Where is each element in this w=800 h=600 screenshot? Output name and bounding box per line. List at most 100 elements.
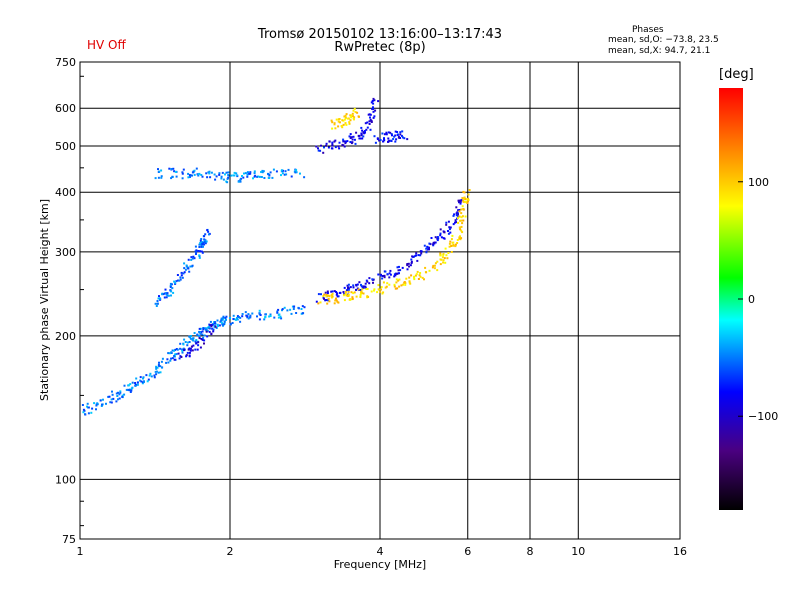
data-point <box>349 137 352 139</box>
data-point <box>222 315 225 318</box>
data-point <box>181 276 184 279</box>
data-point <box>369 113 372 116</box>
data-point <box>411 255 414 258</box>
data-point <box>360 283 362 286</box>
data-point <box>340 125 343 127</box>
data-point <box>349 286 352 289</box>
data-point <box>409 264 412 267</box>
x-axis-label: Frequency [MHz] <box>334 558 426 571</box>
data-point <box>415 254 418 257</box>
data-point <box>396 131 399 133</box>
data-point <box>361 288 364 291</box>
data-point <box>121 395 124 398</box>
data-point <box>381 132 384 135</box>
data-point <box>372 278 375 281</box>
data-point <box>237 180 240 183</box>
data-point <box>178 279 181 282</box>
data-point <box>459 235 461 238</box>
data-point <box>439 252 442 255</box>
data-point <box>319 149 322 152</box>
y-axis-label: Stationary phase Virtual Height [km] <box>38 199 51 401</box>
data-point <box>171 287 174 290</box>
data-point <box>183 271 186 274</box>
data-point <box>181 172 184 175</box>
data-point <box>154 302 157 305</box>
data-point <box>328 295 331 298</box>
data-point <box>209 176 212 179</box>
data-point <box>467 197 470 200</box>
data-point <box>156 300 159 302</box>
data-point <box>212 328 215 331</box>
data-point <box>439 234 442 237</box>
data-point <box>335 118 338 121</box>
data-point <box>197 173 200 176</box>
data-point <box>198 334 201 337</box>
data-point <box>368 120 371 123</box>
data-point <box>157 168 159 171</box>
data-point <box>388 139 391 142</box>
data-point <box>366 295 369 298</box>
data-point <box>145 374 148 377</box>
data-point <box>370 119 373 122</box>
data-point <box>325 295 328 298</box>
data-point <box>203 241 206 244</box>
data-point <box>188 270 191 273</box>
data-point <box>448 242 451 245</box>
data-point <box>373 135 376 138</box>
data-point <box>182 272 185 275</box>
data-point <box>244 172 247 175</box>
data-point <box>458 210 461 213</box>
data-point <box>184 268 187 271</box>
data-point <box>130 387 133 390</box>
data-point <box>210 171 213 174</box>
data-point <box>169 359 172 362</box>
data-point <box>315 300 318 303</box>
stats-title: Phases <box>632 25 664 35</box>
data-point <box>331 121 334 124</box>
data-point <box>385 133 388 136</box>
data-point <box>462 219 465 222</box>
data-point <box>439 254 442 257</box>
data-point <box>155 373 158 376</box>
data-point <box>213 173 216 176</box>
data-point <box>292 308 295 310</box>
data-point <box>153 374 156 377</box>
data-point <box>347 293 350 296</box>
data-point <box>388 276 391 279</box>
data-point <box>179 342 182 345</box>
data-point <box>423 244 426 247</box>
data-point <box>134 382 137 384</box>
data-point <box>327 299 329 302</box>
data-point <box>175 175 178 178</box>
data-point <box>377 284 380 287</box>
data-point <box>365 287 368 290</box>
data-point <box>406 268 409 271</box>
data-point <box>425 247 428 250</box>
data-point <box>191 349 194 352</box>
data-point <box>119 390 122 393</box>
data-point <box>197 344 200 347</box>
data-point <box>454 245 457 248</box>
data-point <box>115 400 118 403</box>
data-point <box>169 282 172 285</box>
data-point <box>376 291 379 294</box>
data-point <box>410 258 413 261</box>
data-point <box>420 252 423 255</box>
data-points <box>81 97 471 416</box>
data-point <box>277 308 280 311</box>
data-point <box>360 133 363 136</box>
data-point <box>347 288 350 291</box>
data-point <box>456 242 459 244</box>
data-point <box>413 276 415 279</box>
data-point <box>419 275 422 278</box>
data-point <box>196 348 199 351</box>
data-point <box>390 139 393 142</box>
data-point <box>269 171 272 174</box>
data-point <box>396 134 399 136</box>
data-point <box>416 259 419 262</box>
data-point <box>398 272 400 275</box>
data-point <box>451 234 454 237</box>
data-point <box>248 172 251 175</box>
data-point <box>82 411 85 414</box>
data-point <box>386 273 389 276</box>
